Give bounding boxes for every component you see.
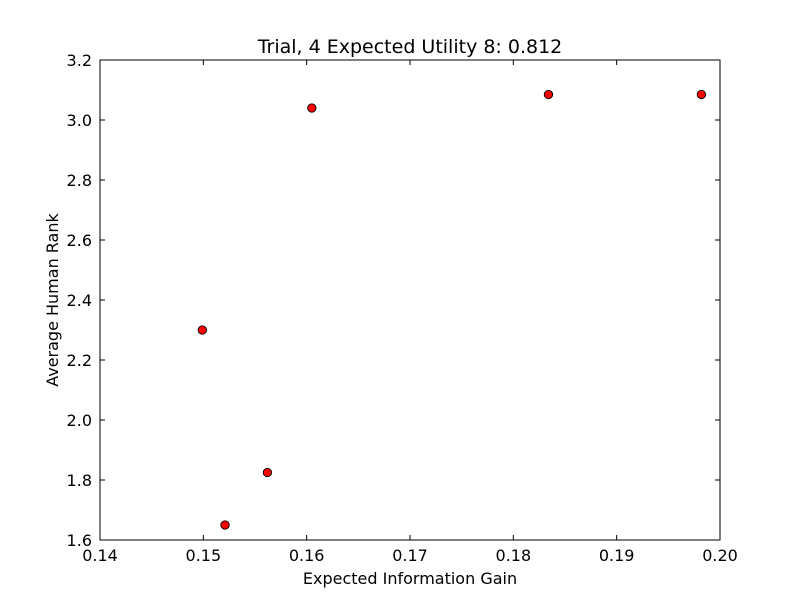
data-point xyxy=(696,89,707,100)
x-tick-label: 0.20 xyxy=(702,546,738,565)
y-tick-label: 2.6 xyxy=(67,231,92,250)
x-tick-label: 0.19 xyxy=(599,546,635,565)
chart-title: Trial, 4 Expected Utility 8: 0.812 xyxy=(257,36,563,58)
y-tick-label: 3.0 xyxy=(67,111,92,130)
y-tick-label: 2.4 xyxy=(67,291,92,310)
data-point xyxy=(262,467,273,478)
y-tick-label: 1.6 xyxy=(67,531,92,550)
data-point xyxy=(307,103,317,113)
plot-frame xyxy=(99,59,721,541)
x-tick-label: 0.14 xyxy=(82,546,118,565)
y-tick-label: 1.8 xyxy=(67,471,92,490)
plot-area: 0.14 0.15 0.16 0.17 0.18 0.19 0.20 1.6 1.8 2.0 2.2… xyxy=(67,51,738,565)
y-axis-label: Average Human Rank xyxy=(43,212,62,386)
x-tick-label: 0.15 xyxy=(186,546,222,565)
data-point xyxy=(543,89,554,100)
x-tick-label: 0.18 xyxy=(496,546,532,565)
data-point xyxy=(197,325,207,335)
x-axis-label: Expected Information Gain xyxy=(303,569,517,588)
data-point xyxy=(220,520,230,530)
x-tick-label: 0.17 xyxy=(392,546,428,565)
y-tick-label: 2.8 xyxy=(67,171,92,190)
y-tick-label: 3.2 xyxy=(67,51,92,70)
y-tick-label: 2.0 xyxy=(67,411,92,430)
x-tick-label: 0.16 xyxy=(289,546,325,565)
y-tick-label: 2.2 xyxy=(67,351,92,370)
